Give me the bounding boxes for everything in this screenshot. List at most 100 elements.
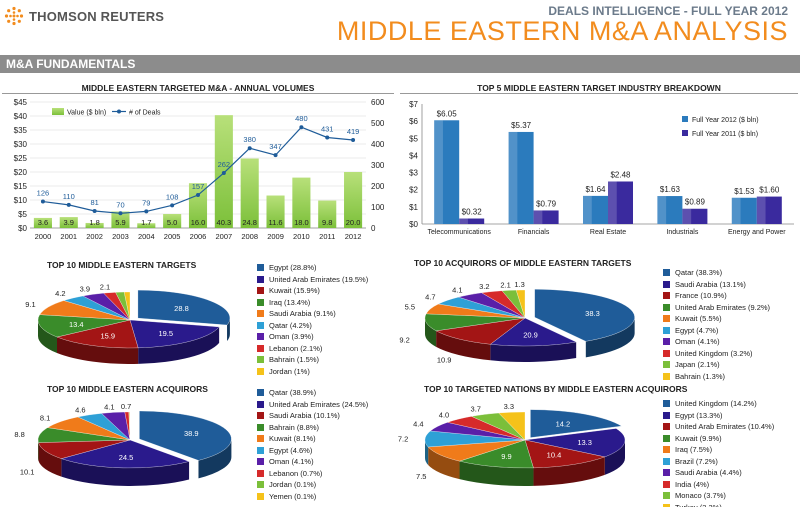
pie-slice-side [425,318,437,347]
legend-label: Full Year 2012 ($ bln) [692,117,759,124]
legend-swatch [257,275,264,283]
x-tick-label: 2004 [138,232,155,241]
pie-slice [56,319,139,349]
legend-swatch [257,389,264,397]
pie-slice-side [138,326,220,364]
legend-label: Egypt (13.3%) [675,410,723,420]
legend-swatch [257,367,264,375]
legend-label: United Kingdom (14.2%) [675,399,757,409]
legend-label: Egypt (28.8%) [269,263,317,273]
targets-pie-title: TOP 10 MIDDLE EASTERN TARGETS [47,260,197,270]
legend-swatch [663,446,670,454]
legend-label: Lebanon (0.7%) [269,468,323,478]
industry-bar-label: $0.79 [536,199,557,208]
legend-swatch [257,469,264,477]
y2-tick-label: 500 [371,119,385,128]
report-title: MIDDLE EASTERN M&A ANALYSIS [336,16,788,46]
legend-label: United Arab Emirates (19.5%) [269,274,369,284]
legend-label: Japan (2.1%) [675,360,720,370]
y-tick-label: $40 [14,112,28,121]
pie-slice-label: 4.4 [413,419,423,428]
legend-item: Kuwait (8.1%) [257,433,368,445]
legend-item: India (4%) [663,479,774,491]
legend-label: Bahrain (8.8%) [269,422,320,432]
legend-item: Oman (3.9%) [257,331,368,343]
bar-value-label: 1.7 [141,218,151,227]
pie-slice-label: 5.5 [405,303,415,312]
legend-label: Bahrain (1.5%) [269,355,320,365]
pie-slice-label: 4.2 [55,289,65,298]
pie-slice [435,317,526,345]
legend-item: Qatar (38.9%) [257,387,368,399]
y-tick-label: $30 [14,140,28,149]
legend-item: Qatar (38.3%) [663,267,770,279]
pie-slice [124,291,131,321]
x-tick-label: 2007 [216,232,233,241]
pie-slice-label: 4.1 [452,286,462,295]
section-band: M&A FUNDAMENTALS [0,55,800,73]
pie-slice-label: 3.7 [471,405,481,414]
legend-label: Qatar (4.2%) [269,320,312,330]
legend-swatch [257,321,264,329]
industry-bar [731,197,757,224]
industry-bar-label: $1.63 [660,185,681,194]
deals-point-label: 108 [166,192,179,201]
x-tick-label: 2009 [267,232,284,241]
y-tick-label: $2 [409,186,418,195]
legend-item: Monaco (3.7%) [663,490,774,502]
pie-slice-label: 3.9 [80,285,90,294]
legend-item: Qatar (4.2%) [257,320,368,332]
legend-swatch [663,503,670,507]
targets-legend: Egypt (28.8%) United Arab Emirates (19.5%… [257,262,368,377]
deals-point-label: 79 [142,198,150,207]
legend-label: Oman (3.9%) [269,332,314,342]
pie-slice-label: 1.3 [514,280,524,289]
pie-slice-label: 2.1 [100,283,110,292]
legend-label: United Arab Emirates (24.5%) [269,399,369,409]
industry-breakdown-chart: $0 $1 $2 $3 $4 $5 $6 $7 $6.05 $0.32 Telecommunicat… [409,100,794,236]
pie-slice-side [436,330,491,361]
legend-swatch [663,469,670,477]
pie-slice [534,289,635,342]
pie-slice-label: 4.7 [425,292,435,301]
legend-swatch [663,400,670,408]
deals-point [247,146,252,151]
pie-slice-side [459,461,534,486]
legend-swatch [257,333,264,341]
deals-point-label: 262 [218,160,231,169]
legend-label: Iraq (7.5%) [675,445,713,455]
pie-slice-label: 9.1 [25,300,35,309]
legend-item: Egypt (13.3%) [663,410,774,422]
industry-bar-shine [533,210,543,224]
legend-label: Saudi Arabia (9.1%) [269,309,336,319]
deals-point-label: 81 [90,198,98,207]
legend-item: Jordan (1%) [257,366,368,378]
legend-item: Bahrain (1.5%) [257,354,368,366]
pie-slice-label: 38.3 [585,309,600,318]
legend-item: Kuwait (5.5%) [663,313,770,325]
pie-slice-label: 24.5 [119,453,134,462]
x-tick-label: 2000 [35,232,52,241]
legend-swatch [257,310,264,318]
legend-item: United Kingdom (3.2%) [663,348,770,360]
legend-swatch [663,434,670,442]
industry-bar-shine [608,181,617,224]
industry-bar [583,195,608,224]
legend-item: Egypt (4.7%) [663,325,770,337]
legend-label: Kuwait (15.9%) [269,286,320,296]
deals-point [325,135,330,140]
deals-point [273,153,278,158]
industry-bar-shine [583,195,592,224]
value-bar [59,217,78,228]
y2-tick-label: 300 [371,161,385,170]
legend-label: Turkey (3.3%) [675,503,722,507]
industry-bar-label: $0.89 [685,198,706,207]
bar-value-label: 3.9 [64,218,74,227]
legend-item: Yemen (0.1%) [257,491,368,503]
legend-label: Jordan (0.1%) [269,480,317,490]
pie-slice-side [604,440,625,475]
pie-slice-label: 3.2 [479,282,489,291]
legend-item: Oman (4.1%) [257,456,368,468]
legend-swatch [257,481,264,489]
deals-point-label: 431 [321,124,334,133]
